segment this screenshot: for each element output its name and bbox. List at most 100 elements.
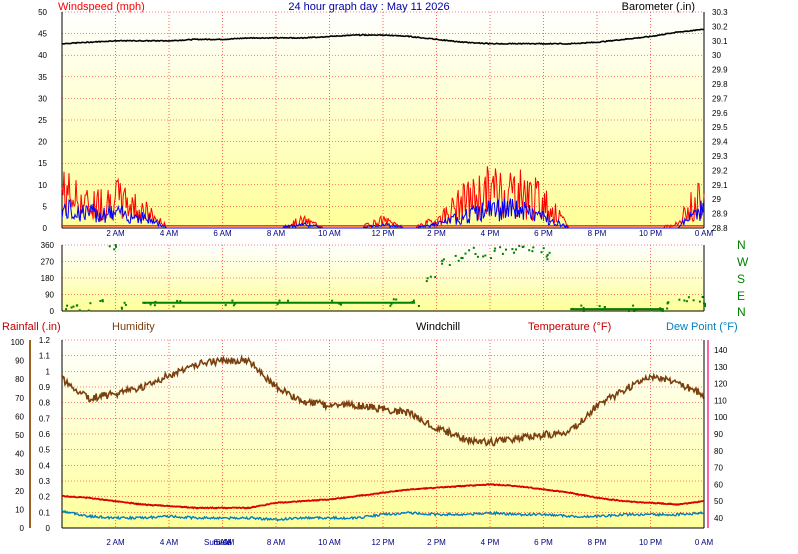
barometer-tick-label: 29.7: [712, 94, 728, 103]
time-tick-label: 6 AM: [213, 538, 232, 547]
time-tick-label: 8 AM: [267, 229, 286, 238]
direction-point: [412, 299, 415, 302]
time-tick-label: 2 PM: [427, 538, 446, 547]
time-tick-label: 8 PM: [588, 538, 607, 547]
direction-point: [389, 304, 392, 307]
compass-e: E: [737, 289, 745, 303]
direction-point: [598, 305, 601, 308]
rainfall-tick-label: 0.1: [39, 508, 51, 517]
direction-point: [666, 307, 669, 310]
humidity-tick-label: 10: [15, 505, 24, 514]
direction-point: [108, 245, 111, 248]
rainfall-tick-label: 0.5: [39, 446, 51, 455]
direction-point: [89, 302, 92, 305]
time-tick-label: 4 AM: [160, 229, 179, 238]
direction-point: [661, 310, 664, 312]
direction-point: [232, 304, 235, 307]
temperature-tick-label: 40: [714, 514, 723, 523]
direction-point: [101, 300, 104, 303]
direction-point: [87, 309, 90, 312]
direction-point: [600, 309, 603, 312]
direction-point: [667, 301, 669, 304]
humidity-tick-label: 20: [15, 487, 24, 496]
windspeed-tick-label: 0: [43, 224, 48, 233]
direction-point: [685, 300, 688, 303]
time-tick-label: 0 AM: [695, 538, 714, 547]
humidity-tick-label: 50: [15, 431, 24, 440]
direction-point: [114, 244, 117, 246]
time-tick-label: 6 PM: [534, 229, 553, 238]
temperature-tick-label: 70: [714, 464, 723, 473]
direction-point: [472, 246, 475, 249]
barometer-tick-label: 29.5: [712, 123, 728, 132]
direction-point: [395, 298, 398, 301]
direction-point: [501, 252, 504, 255]
direction-point: [468, 249, 471, 252]
windspeed-tick-label: 10: [38, 181, 47, 190]
direction-tick-label: 360: [41, 241, 55, 250]
windspeed-tick-label: 50: [38, 8, 47, 17]
rainfall-tick-label: 0.7: [39, 414, 51, 423]
direction-point: [582, 307, 585, 309]
series-layer: [61, 28, 706, 522]
direction-point: [632, 304, 635, 307]
temperature-label: Temperature (°F): [528, 321, 611, 333]
direction-point: [392, 298, 395, 301]
temperature-tick-label: 90: [714, 430, 723, 439]
direction-point: [76, 304, 79, 307]
direction-point: [580, 304, 583, 307]
direction-point: [429, 275, 432, 278]
direction-point: [513, 251, 515, 254]
direction-point: [441, 259, 444, 262]
direction-point: [548, 251, 551, 254]
rainfall-tick-label: 1.2: [39, 336, 51, 345]
time-tick-label: 10 PM: [639, 538, 662, 547]
direction-point: [149, 303, 152, 306]
barometer-tick-label: 30.2: [712, 22, 728, 31]
direction-point: [224, 304, 227, 307]
temperature-tick-label: 110: [714, 396, 727, 405]
direction-point: [442, 258, 445, 261]
direction-point: [474, 253, 477, 255]
direction-point: [454, 254, 457, 257]
direction-point: [542, 247, 545, 250]
time-tick-label: 4 AM: [160, 538, 179, 547]
temperature-tick-label: 80: [714, 447, 723, 456]
direction-point: [628, 310, 630, 312]
humidity-tick-label: 90: [15, 357, 24, 366]
direction-point: [461, 257, 464, 259]
compass-s: S: [737, 272, 745, 286]
direction-point: [457, 259, 460, 262]
time-tick-label: 0 AM: [695, 229, 714, 238]
direction-point: [522, 245, 525, 248]
direction-point: [72, 305, 75, 308]
direction-point: [276, 303, 279, 306]
direction-point: [546, 253, 549, 256]
direction-point: [701, 296, 704, 298]
direction-point: [532, 246, 535, 249]
direction-point: [124, 303, 127, 306]
temperature-tick-label: 120: [714, 380, 728, 389]
barometer-tick-label: 29.8: [712, 80, 728, 89]
barometer-tick-label: 29.4: [712, 138, 728, 147]
direction-point: [698, 300, 701, 303]
time-tick-label: 2 AM: [106, 538, 125, 547]
direction-point: [515, 248, 517, 251]
direction-point: [113, 248, 116, 251]
windspeed-tick-label: 40: [38, 51, 47, 60]
direction-point: [390, 302, 393, 305]
direction-point: [425, 280, 428, 283]
rainfall-tick-label: 1.1: [39, 352, 51, 361]
direction-point: [505, 248, 507, 251]
rainfall-tick-label: 0: [46, 524, 51, 533]
direction-point: [493, 249, 496, 252]
rainfall-label: Rainfall (.in): [2, 321, 61, 333]
direction-tick-label: 90: [45, 291, 54, 300]
rainfall-tick-label: 1: [46, 367, 51, 376]
compass-n-bottom: N: [737, 305, 746, 319]
windspeed-label: Windspeed (mph): [58, 1, 145, 13]
direction-point: [231, 299, 234, 302]
time-tick-label: 10 AM: [318, 538, 341, 547]
windspeed-average-line: [61, 198, 705, 229]
chart-title: 24 hour graph day : May 11 2026: [288, 1, 449, 13]
